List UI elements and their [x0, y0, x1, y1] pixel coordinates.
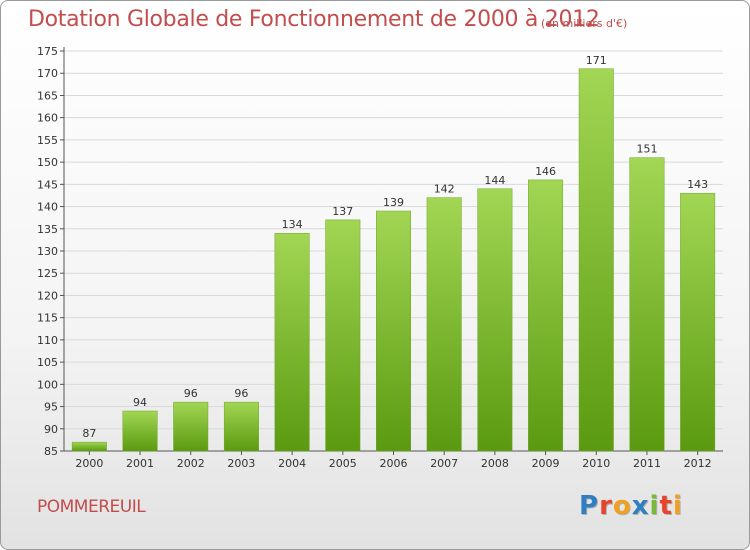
data-label: 146: [535, 165, 556, 178]
data-label: 142: [434, 183, 455, 196]
data-label: 143: [687, 178, 708, 191]
y-tick-label: 115: [37, 312, 58, 325]
y-tick-label: 85: [44, 445, 58, 458]
proxiti-logo: Proxiti: [579, 491, 683, 521]
bar: [122, 410, 158, 452]
y-tick-label: 95: [44, 401, 58, 414]
bar: [223, 401, 259, 452]
y-tick-label: 120: [37, 289, 58, 302]
x-tick-label: 2007: [430, 457, 458, 470]
x-tick-label: 2006: [380, 457, 408, 470]
bar: [578, 68, 614, 452]
y-tick-label: 110: [37, 334, 58, 347]
bar: [376, 210, 411, 452]
data-label: 94: [133, 396, 147, 409]
y-tick-label: 165: [37, 89, 58, 102]
logo-letter: i: [672, 491, 683, 521]
x-tick-label: 2003: [227, 457, 255, 470]
bar: [680, 192, 716, 452]
data-label: 171: [586, 54, 607, 67]
data-label: 87: [82, 427, 96, 440]
bar: [426, 197, 462, 452]
x-tick-label: 2004: [278, 457, 306, 470]
y-tick-label: 90: [44, 423, 58, 436]
bar: [477, 188, 513, 452]
logo-letter: i: [649, 491, 660, 521]
data-label: 144: [484, 174, 505, 187]
y-tick-label: 150: [37, 156, 58, 169]
y-tick-label: 135: [37, 223, 58, 236]
data-label: 96: [234, 387, 248, 400]
labels: 85 90 95 100 105 110 115 120 125 130 135 140 145 150 1…: [37, 45, 712, 470]
y-tick-label: 125: [37, 267, 58, 280]
logo-letter: r: [599, 491, 613, 521]
bar: [173, 401, 209, 452]
y-tick-label: 170: [37, 67, 58, 80]
chart-subtitle: (en milliers d'€): [541, 17, 628, 30]
logo-letter: t: [659, 491, 673, 521]
x-tick-label: 2000: [75, 457, 103, 470]
x-tick-label: 2002: [177, 457, 205, 470]
data-label: 137: [332, 205, 353, 218]
y-tick-label: 160: [37, 112, 58, 125]
y-tick-label: 105: [37, 356, 58, 369]
x-tick-label: 2012: [684, 457, 712, 470]
logo-letter: P: [579, 491, 600, 521]
bar: [629, 157, 665, 452]
chart-title: Dotation Globale de Fonctionnement de 20…: [28, 7, 600, 32]
x-tick-label: 2010: [582, 457, 610, 470]
y-tick-label: 140: [37, 201, 58, 214]
y-tick-label: 100: [37, 378, 58, 391]
y-tick-label: 130: [37, 245, 58, 258]
bar: [528, 179, 564, 452]
bar: [71, 441, 107, 452]
bars: [71, 68, 716, 452]
data-label: 151: [636, 143, 657, 156]
x-tick-label: 2001: [126, 457, 154, 470]
y-tick-label: 155: [37, 134, 58, 147]
y-tick-label: 145: [37, 178, 58, 191]
x-tick-label: 2009: [532, 457, 560, 470]
logo-letter: x: [631, 491, 650, 521]
data-label: 134: [282, 218, 303, 231]
y-tick-label: 175: [37, 45, 58, 58]
bar: [274, 232, 310, 452]
x-tick-label: 2008: [481, 457, 509, 470]
bar: [325, 219, 361, 452]
x-tick-label: 2011: [633, 457, 661, 470]
commune-name: POMMEREUIL: [37, 497, 146, 517]
x-tick-label: 2005: [329, 457, 357, 470]
data-label: 139: [383, 196, 404, 209]
data-label: 96: [184, 387, 198, 400]
logo-letter: o: [612, 491, 632, 521]
